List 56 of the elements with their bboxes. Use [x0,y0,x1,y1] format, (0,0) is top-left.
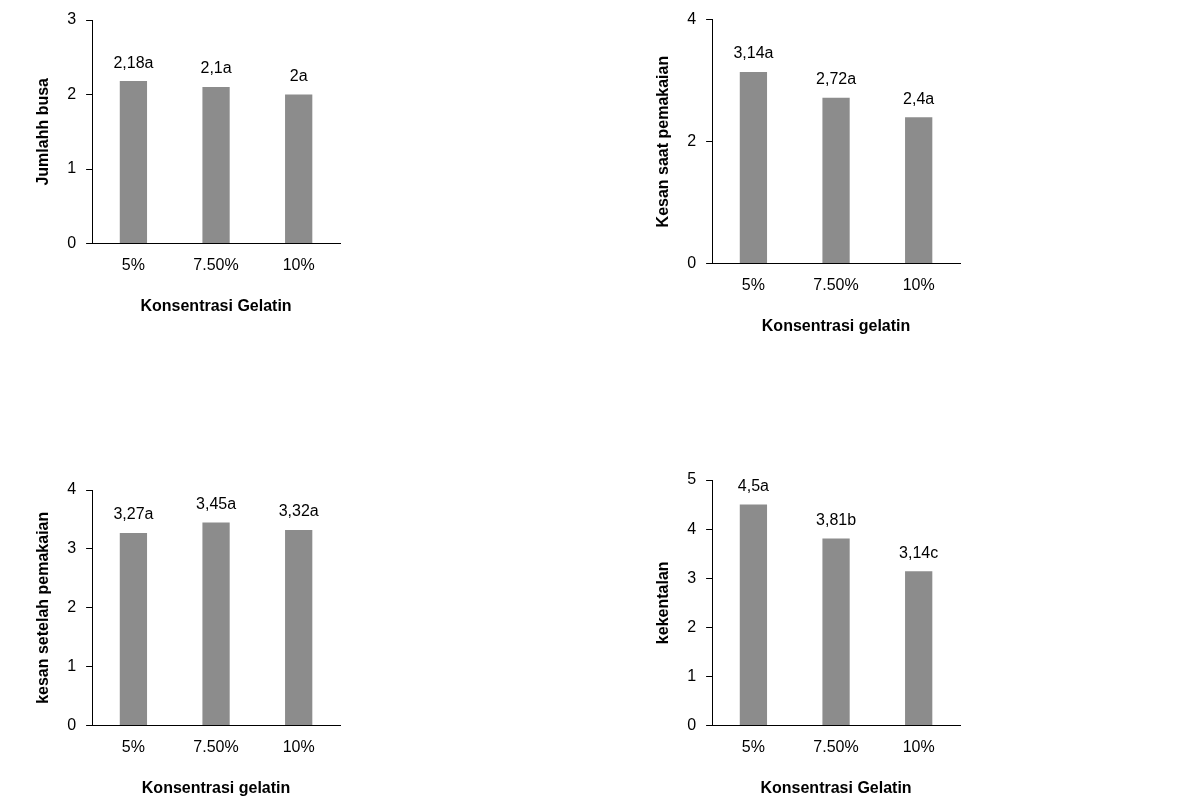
bar [905,117,933,264]
y-tick-label: 4 [67,480,77,498]
data-label: 2,72a [816,70,857,88]
y-tick-label: 2 [687,617,697,635]
data-label: 3,45a [196,494,237,512]
y-axis-title: Jumlahh busa [34,77,52,186]
y-axis-title: Kesan saat pemakaian [654,55,672,228]
y-axis-title: kesan setelah pemakaian [34,511,52,704]
bar [822,538,850,726]
data-label: 3,27a [113,505,154,523]
x-axis-title: Konsentrasi Gelatin [140,296,292,314]
y-tick-label: 1 [687,666,697,684]
x-tick-label: 10% [282,737,315,755]
data-label: 3,14c [899,543,939,561]
data-label: 4,5a [737,476,770,494]
x-tick-label: 5% [741,275,765,293]
bar [905,571,933,726]
x-tick-label: 10% [902,275,935,293]
y-tick-label: 2 [67,84,77,102]
data-label: 2,1a [200,59,232,77]
data-label: 3,81b [816,510,857,528]
x-axis-title: Konsentrasi gelatin [141,778,291,796]
x-tick-label: 7.50% [813,737,859,755]
y-tick-label: 5 [687,470,697,488]
x-axis-title: Konsentrasi gelatin [761,316,911,334]
y-tick-label: 0 [67,716,77,734]
y-axis-title: kekentalan [654,561,672,645]
y-tick-label: 4 [687,519,697,537]
y-tick-label: 3 [67,539,77,557]
x-axis-title: Konsentrasi Gelatin [760,778,912,796]
x-tick-label: 5% [741,737,765,755]
x-tick-label: 7.50% [193,255,239,273]
x-tick-label: 7.50% [193,737,239,755]
y-tick-label: 4 [687,10,697,28]
y-tick-label: 3 [67,10,77,28]
y-tick-label: 2 [67,598,77,616]
x-tick-label: 10% [282,255,315,273]
data-label: 2a [289,66,308,84]
x-tick-label: 7.50% [813,275,859,293]
bar [739,504,768,726]
y-tick-label: 0 [67,234,77,252]
x-tick-label: 5% [121,255,145,273]
data-label: 2,4a [903,89,935,107]
y-tick-label: 2 [687,132,697,150]
x-tick-label: 10% [902,737,935,755]
data-label: 3,14a [733,44,774,62]
y-tick-label: 3 [687,568,697,586]
y-tick-label: 0 [687,716,697,734]
y-tick-label: 1 [67,657,77,675]
bar [822,97,850,264]
y-tick-label: 1 [67,159,77,177]
y-tick-label: 0 [687,254,697,272]
bar [739,72,768,264]
data-label: 2,18a [113,53,154,71]
data-label: 3,32a [278,502,319,520]
x-tick-label: 5% [121,737,145,755]
